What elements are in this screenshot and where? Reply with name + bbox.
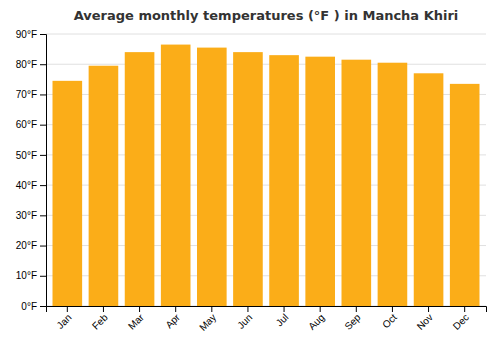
grid-line: [46, 34, 486, 35]
tick: Mar: [126, 306, 146, 332]
bar: [378, 63, 408, 306]
tick-label: Jun: [235, 312, 254, 331]
bar: [414, 73, 444, 306]
tick-mark: [40, 276, 46, 277]
tick-label: 10°F: [16, 270, 37, 281]
bars: [53, 45, 480, 306]
x-axis: Jan Feb Mar Apr May Jun Jul Aug Sep Oct Nov Dec: [47, 306, 487, 333]
chart: Average monthly temperatures (°F ) in Ma…: [0, 0, 500, 350]
tick-label: 90°F: [16, 29, 37, 40]
tick-mark: [175, 306, 176, 312]
tick: 50°F: [16, 150, 46, 161]
tick-label: Sep: [342, 311, 363, 332]
tick-mark: [464, 306, 465, 312]
tick-mark: [40, 155, 46, 156]
y-axis: 0°F 10°F 20°F 30°F 40°F 50°F 60°F 70°F 80°F 90°F: [16, 29, 47, 312]
tick: Jul: [274, 306, 291, 328]
tick-mark: [40, 306, 46, 307]
tick-label: Nov: [415, 312, 435, 332]
tick-label: Apr: [163, 311, 182, 330]
tick-mark: [40, 185, 46, 186]
tick: 40°F: [16, 180, 46, 191]
tick-label: 40°F: [16, 180, 37, 191]
axis-line: [40, 35, 47, 307]
tick-label: 80°F: [16, 59, 37, 70]
tick: Aug: [306, 306, 326, 332]
tick-label: 70°F: [16, 89, 37, 100]
tick-mark: [392, 306, 393, 312]
tick-mark: [40, 246, 46, 247]
bar: [125, 52, 155, 306]
tick-label: 20°F: [16, 240, 37, 251]
tick-mark: [103, 306, 104, 312]
tick: Oct: [380, 306, 399, 330]
tick: Nov: [415, 306, 435, 332]
tick: Feb: [90, 306, 110, 332]
tick-mark: [40, 125, 46, 126]
bar: [342, 60, 372, 306]
bar: [53, 81, 83, 306]
tick: 80°F: [16, 59, 46, 70]
axis-line: [47, 307, 487, 313]
tick: 70°F: [16, 89, 46, 100]
tick-label: Jul: [274, 312, 291, 329]
tick-mark: [320, 306, 321, 312]
tick: 20°F: [16, 240, 46, 251]
tick-mark: [40, 215, 46, 216]
tick-mark: [40, 34, 46, 35]
tick: Jun: [235, 306, 254, 331]
tick-label: 50°F: [16, 150, 37, 161]
tick-mark: [67, 306, 68, 312]
tick: Dec: [451, 306, 471, 332]
tick-mark: [356, 306, 357, 312]
tick-label: May: [197, 312, 218, 333]
bar: [89, 66, 119, 306]
tick: 30°F: [16, 210, 46, 221]
tick: 0°F: [21, 301, 46, 312]
tick-mark: [247, 306, 248, 312]
tick-label: Feb: [90, 311, 110, 331]
tick-label: Aug: [306, 312, 326, 332]
tick: 60°F: [16, 119, 46, 130]
bar: [197, 48, 227, 306]
bar: [269, 55, 299, 306]
tick-label: 0°F: [21, 301, 37, 312]
plot: 0°F 10°F 20°F 30°F 40°F 50°F 60°F 70°F 80°F 90°F J…: [16, 29, 487, 333]
tick-label: Mar: [126, 311, 146, 331]
tick-mark: [40, 94, 46, 95]
grid: [46, 34, 486, 306]
tick: May: [197, 306, 218, 333]
tick: Apr: [163, 306, 182, 330]
title: Average monthly temperatures (°F ) in Ma…: [74, 8, 459, 23]
grid-line: [46, 64, 486, 65]
bar: [161, 45, 191, 306]
tick-mark: [211, 306, 212, 312]
tick: 90°F: [16, 29, 46, 40]
tick-label: 60°F: [16, 119, 37, 130]
tick-label: Jan: [54, 312, 73, 331]
bar: [450, 84, 480, 306]
tick: Jan: [54, 306, 73, 331]
tick: 10°F: [16, 270, 46, 281]
tick-mark: [40, 64, 46, 65]
bar: [305, 57, 335, 306]
tick: Sep: [342, 306, 363, 332]
bar: [233, 52, 263, 306]
tick-label: Oct: [380, 312, 399, 331]
tick-label: 30°F: [16, 210, 37, 221]
tick-label: Dec: [451, 312, 471, 332]
tick-mark: [428, 306, 429, 312]
tick-mark: [139, 306, 140, 312]
tick-mark: [284, 306, 285, 312]
